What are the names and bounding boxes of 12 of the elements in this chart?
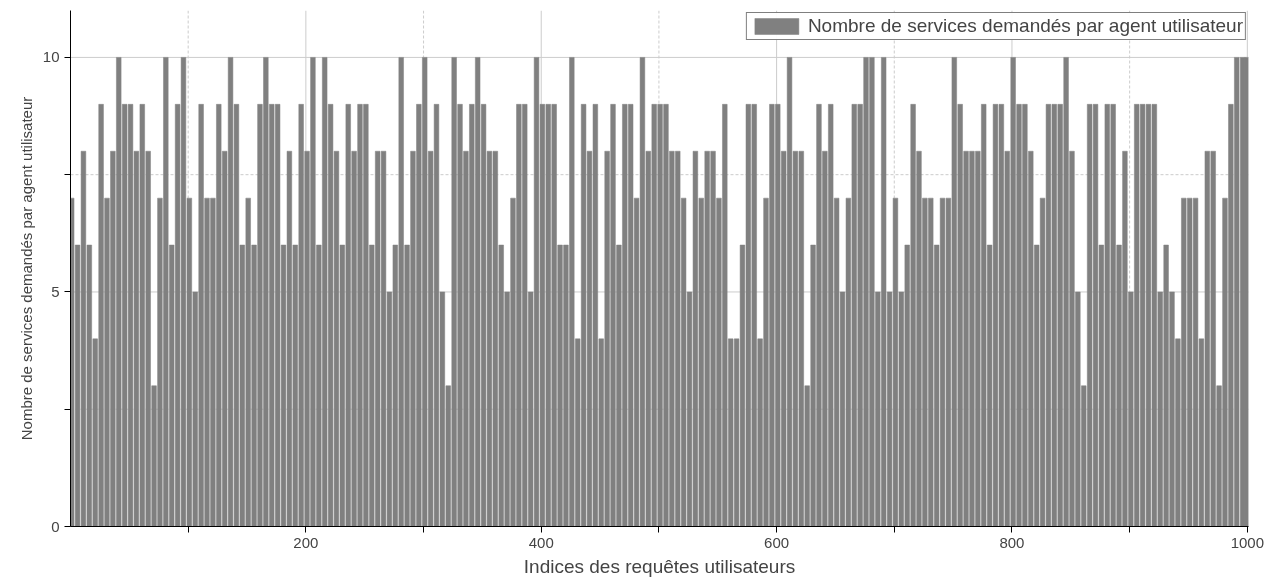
x-tick-label: 800 (999, 533, 1025, 551)
x-axis-title: Indices des requêtes utilisateurs (523, 555, 796, 577)
y-tick-label: 10 (42, 48, 60, 66)
legend-label: Nombre de services demandés par agent utilisateur (807, 15, 1243, 37)
x-tick-label: 200 (293, 533, 319, 551)
x-tick-label: 400 (528, 533, 554, 551)
bar (1244, 57, 1249, 527)
y-axis-title: Nombre de services demandés par agent utilisateur (17, 96, 35, 441)
y-tick-label: 5 (51, 282, 60, 300)
x-tick-label: 1000 (1230, 533, 1265, 551)
y-tick-label: 0 (51, 517, 60, 535)
x-tick-label: 600 (764, 533, 790, 551)
